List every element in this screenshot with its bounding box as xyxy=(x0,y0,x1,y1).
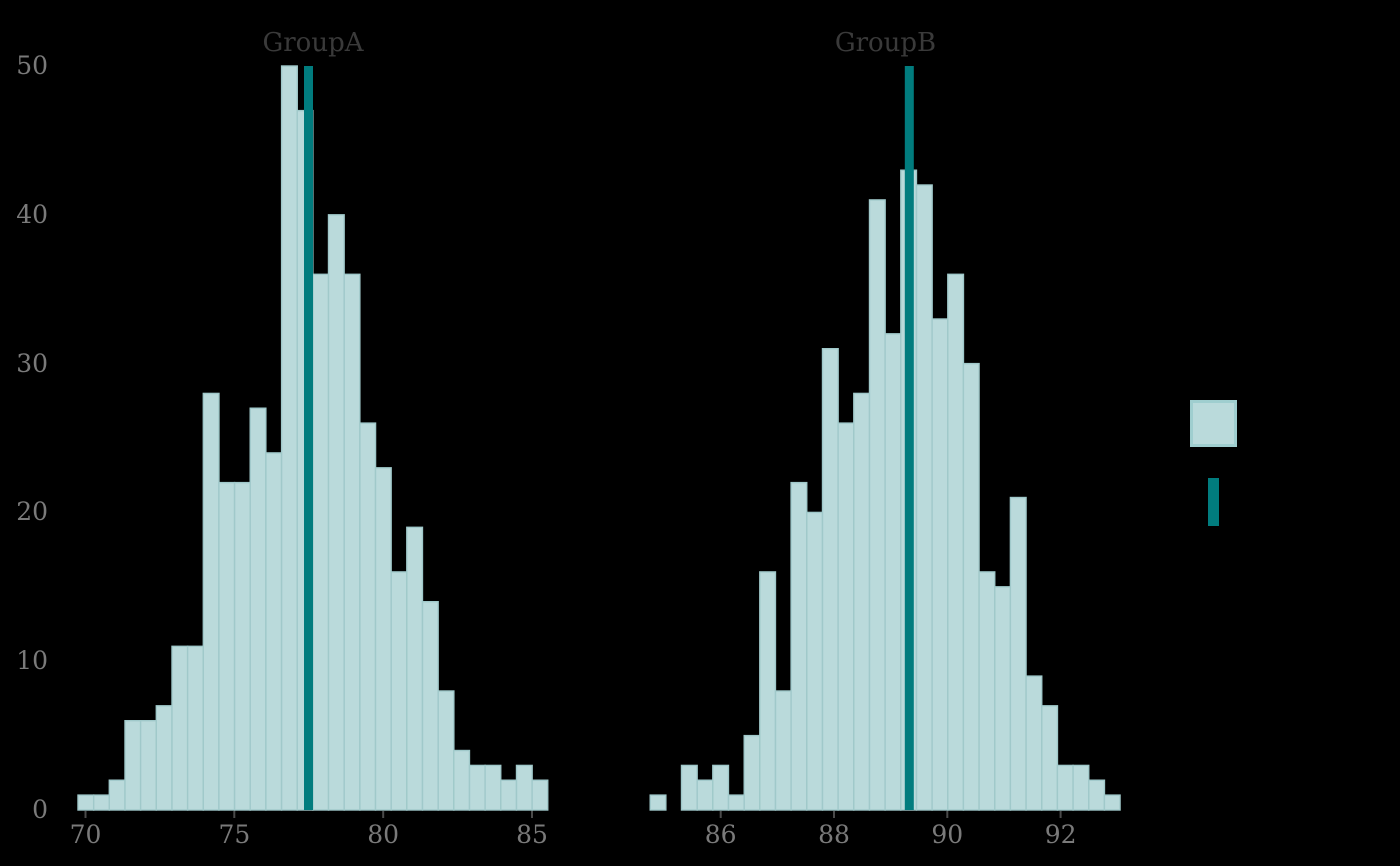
y-tick-label: 10 xyxy=(16,646,48,676)
x-tick-label: 86 xyxy=(704,820,737,849)
histogram-bar xyxy=(280,65,298,811)
y-tick-label: 0 xyxy=(32,795,48,824)
histogram-bar xyxy=(696,779,714,811)
x-tick-mark xyxy=(84,811,87,818)
histogram-bar xyxy=(359,422,377,811)
x-tick-mark xyxy=(719,811,722,818)
histogram-bar xyxy=(915,184,933,811)
y-tick-label: 30 xyxy=(16,348,48,378)
histogram-bar xyxy=(312,273,330,811)
histogram-bar xyxy=(790,481,808,811)
histogram-bar xyxy=(202,392,220,811)
legend-mean-line-swatch xyxy=(1208,478,1219,526)
histogram-bar xyxy=(484,764,502,811)
histogram-bar xyxy=(500,779,518,811)
x-tick-label: 80 xyxy=(367,820,400,849)
histogram-bar xyxy=(1103,794,1121,811)
mean-line xyxy=(304,66,313,810)
histogram-bar xyxy=(77,794,95,811)
histogram-bar xyxy=(712,764,730,811)
histogram-bar xyxy=(1072,764,1090,811)
histogram-bar xyxy=(374,467,392,811)
histogram-panel-b xyxy=(649,66,1121,818)
histogram-bar xyxy=(233,481,251,811)
x-tick-mark xyxy=(382,811,385,818)
histogram-bar xyxy=(868,199,886,811)
histogram-bar xyxy=(92,794,111,811)
histogram-bar xyxy=(327,214,345,811)
histogram-bar xyxy=(774,690,792,811)
histogram-bar xyxy=(806,511,824,811)
histogram-bar xyxy=(743,734,761,811)
histogram-bar xyxy=(884,333,902,811)
histogram-bar xyxy=(759,571,777,811)
histogram-bar xyxy=(1056,764,1074,811)
histogram-bar xyxy=(108,779,126,811)
x-tick-label: 85 xyxy=(516,820,548,849)
histogram-bar xyxy=(265,452,283,811)
histogram-bar xyxy=(155,705,173,811)
histogram-bar xyxy=(680,764,698,811)
histogram-bar xyxy=(1009,496,1027,811)
histogram-bar xyxy=(186,645,204,811)
histogram-panel-a xyxy=(77,65,549,818)
y-tick-label: 50 xyxy=(16,51,48,80)
histogram-bar xyxy=(390,571,408,811)
x-tick-label: 70 xyxy=(69,820,102,849)
x-tick-label: 90 xyxy=(931,820,964,849)
x-tick-label: 92 xyxy=(1044,820,1077,849)
y-tick-label: 40 xyxy=(16,199,48,229)
histogram-bar xyxy=(124,720,142,811)
histogram-bar xyxy=(931,318,949,811)
y-tick-label: 20 xyxy=(16,497,48,527)
x-tick-mark xyxy=(531,811,533,818)
x-tick-mark xyxy=(1059,811,1062,818)
histogram-bar xyxy=(453,749,471,811)
histogram-bar xyxy=(727,794,745,811)
histogram-bar xyxy=(421,601,439,811)
histogram-bar xyxy=(171,645,189,811)
histogram-bar xyxy=(1088,779,1106,811)
histogram-bar xyxy=(249,407,267,811)
histogram-bar xyxy=(515,764,533,811)
legend-histogram-swatch xyxy=(1190,400,1237,447)
histogram-bar xyxy=(437,690,455,811)
histogram-bar xyxy=(343,273,361,811)
panel-title-group-b: GroupB xyxy=(834,28,937,58)
histogram-bar xyxy=(962,362,980,811)
x-tick-mark xyxy=(233,811,236,818)
histogram-bar xyxy=(649,794,667,811)
histogram-bar xyxy=(139,720,157,811)
x-tick-label: 88 xyxy=(818,820,850,849)
histogram-bar xyxy=(468,764,486,811)
histogram-bar xyxy=(947,273,965,811)
histogram-bar xyxy=(218,481,236,811)
histogram-bar xyxy=(853,392,871,811)
histogram-bar xyxy=(978,571,996,811)
histogram-bar xyxy=(531,779,549,811)
histogram-bar xyxy=(837,422,855,811)
x-tick-label: 75 xyxy=(218,820,251,849)
x-tick-mark xyxy=(833,811,835,818)
histogram-bar xyxy=(994,586,1012,811)
panel-title-group-a: GroupA xyxy=(262,28,364,58)
histogram-bar xyxy=(821,348,839,811)
mean-line xyxy=(904,66,914,810)
histogram-bar xyxy=(1041,705,1059,811)
histogram-bar xyxy=(406,526,424,811)
histogram-bar xyxy=(1025,675,1043,811)
x-tick-mark xyxy=(946,811,949,818)
